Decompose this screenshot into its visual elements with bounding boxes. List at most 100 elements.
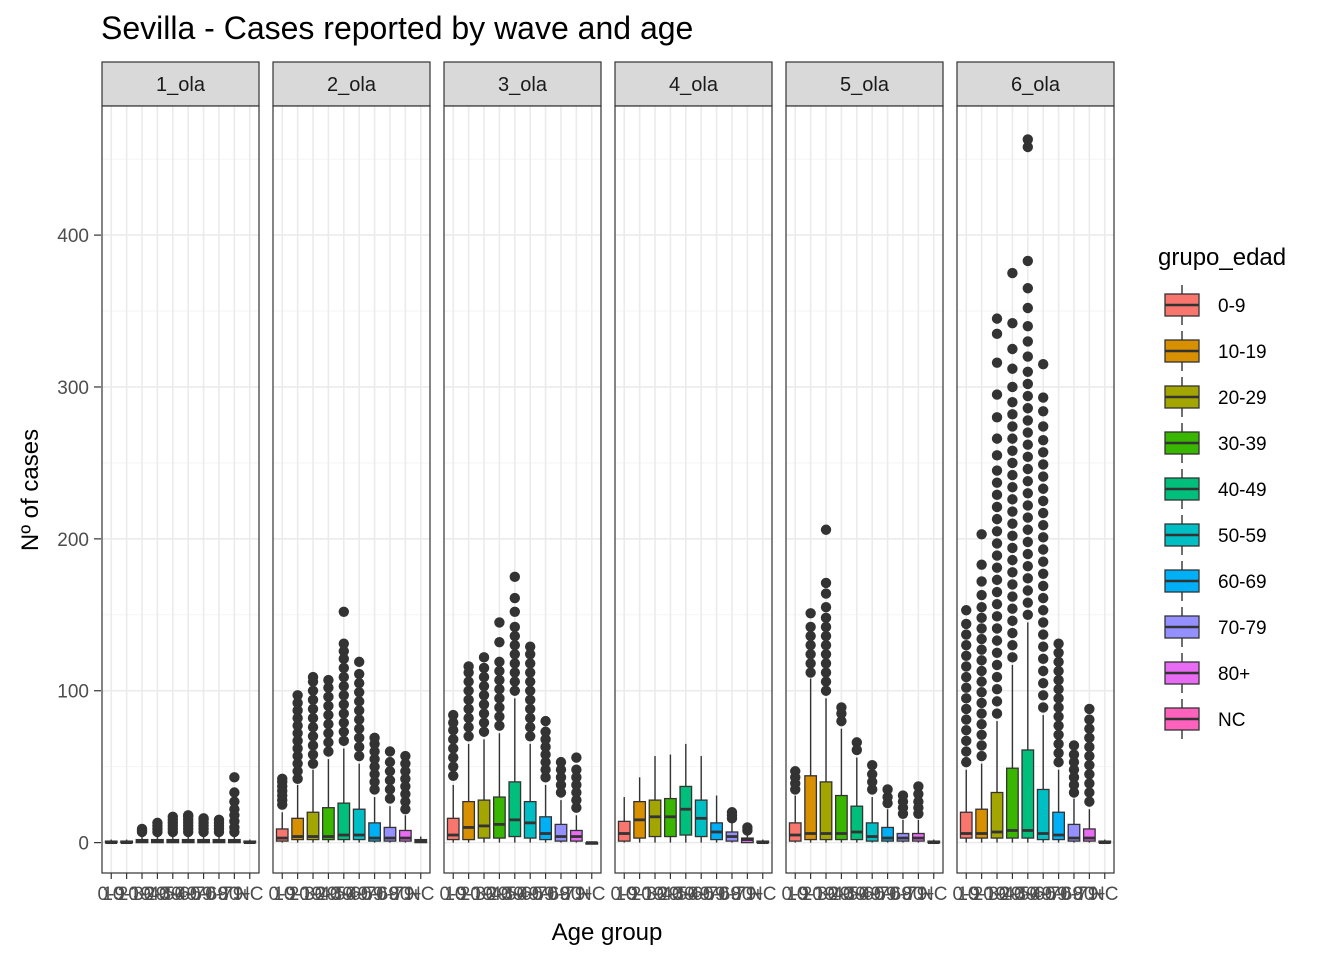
box-60-69 xyxy=(368,732,382,843)
x-tick-label: 0-9 xyxy=(611,884,638,905)
outlier-point xyxy=(494,711,505,722)
outlier-point xyxy=(509,630,521,642)
outlier-point xyxy=(1037,665,1049,677)
outlier-point xyxy=(338,726,350,737)
x-tick-label: 10-19 xyxy=(957,884,1006,905)
box-30-39 xyxy=(834,702,848,843)
outlier-point xyxy=(307,749,319,760)
facet-strip xyxy=(101,61,260,107)
outlier-point xyxy=(866,759,878,771)
outlier-point xyxy=(991,550,1003,561)
outlier-point xyxy=(540,764,551,775)
outlier-point xyxy=(307,740,319,751)
box-20-29 xyxy=(819,524,833,843)
outlier-point xyxy=(369,784,380,795)
outlier-point xyxy=(913,788,924,800)
x-tick-label: 80+ xyxy=(902,884,934,905)
outlier-point xyxy=(991,562,1003,573)
x-tick-label: NC xyxy=(749,884,776,905)
outlier-point xyxy=(1053,684,1064,695)
facet-panel-4_ola: 4_ola 0-910-1920-2930-3940-4950-5960-6970… xyxy=(611,61,776,905)
y-tick-label: 100 xyxy=(57,682,89,703)
box-body xyxy=(834,794,848,841)
x-tick-label: 80+ xyxy=(389,884,421,905)
legend-item-NC: NC xyxy=(1164,699,1245,739)
outlier-point xyxy=(400,773,411,785)
box-body xyxy=(648,799,662,838)
outlier-point xyxy=(323,718,334,730)
outlier-point xyxy=(1022,351,1034,362)
outlier-point xyxy=(478,671,490,683)
outlier-point xyxy=(1037,519,1049,531)
outlier-point xyxy=(353,741,365,753)
outlier-point xyxy=(478,699,490,710)
outlier-point xyxy=(1053,702,1064,713)
outlier-point xyxy=(478,726,490,737)
x-tick-label: 70-79 xyxy=(1050,884,1099,905)
x-tick-label: 30-39 xyxy=(304,884,353,905)
outlier-point xyxy=(1007,433,1018,444)
outlier-point xyxy=(400,750,411,762)
outlier-point xyxy=(524,649,536,660)
outlier-point xyxy=(1007,603,1018,614)
outlier-point xyxy=(991,574,1003,586)
outlier-point xyxy=(509,649,521,660)
outlier-point xyxy=(961,650,972,662)
outlier-point xyxy=(991,412,1003,423)
outlier-point xyxy=(338,606,350,617)
outlier-point xyxy=(1007,343,1018,355)
outlier-point xyxy=(494,693,505,704)
box-body xyxy=(321,807,335,841)
outlier-point xyxy=(991,708,1003,719)
outlier-point xyxy=(509,571,521,583)
box-70-79 xyxy=(554,756,568,843)
outlier-point xyxy=(509,606,521,617)
x-tick-label: NC xyxy=(920,884,947,905)
outlier-point xyxy=(463,712,474,724)
outlier-point xyxy=(1037,532,1049,543)
box-40-49 xyxy=(337,606,351,843)
outlier-point xyxy=(820,685,832,696)
outlier-point xyxy=(820,588,832,599)
outlier-point xyxy=(277,773,288,785)
box-body xyxy=(959,811,973,839)
box-body xyxy=(1036,788,1050,841)
outlier-point xyxy=(1007,267,1018,279)
legend-label: NC xyxy=(1218,710,1245,731)
outlier-point xyxy=(540,772,551,783)
legend-label: 60-69 xyxy=(1218,572,1267,593)
legend-label: 30-39 xyxy=(1218,434,1267,455)
x-tick-label: 20-29 xyxy=(802,884,851,905)
outlier-point xyxy=(1084,787,1095,798)
y-tick-label: 200 xyxy=(57,530,89,551)
box-50-59 xyxy=(1036,358,1050,843)
box-80+ xyxy=(740,822,754,844)
outlier-point xyxy=(790,766,801,777)
outlier-point xyxy=(820,577,832,589)
outlier-point xyxy=(509,658,521,669)
outlier-point xyxy=(820,621,832,633)
x-tick-label: 10-19 xyxy=(786,884,835,905)
legend-item-40-49: 40-49 xyxy=(1164,469,1267,509)
outlier-point xyxy=(1053,729,1064,740)
outlier-point xyxy=(307,712,319,724)
x-tick-label: 70-79 xyxy=(195,884,244,905)
box-body xyxy=(275,828,289,842)
box-10-19 xyxy=(291,690,305,843)
outlier-point xyxy=(292,758,303,769)
outlier-point xyxy=(1037,447,1049,458)
outlier-point xyxy=(292,750,303,762)
outlier-point xyxy=(991,450,1003,461)
x-tick-label: 30-39 xyxy=(646,884,695,905)
outlier-point xyxy=(976,589,987,601)
x-tick-label: 30-39 xyxy=(475,884,524,905)
facet-panel-1_ola: 1_ola 0-910-1920-2930-3940-4950-5960-6970… xyxy=(98,61,263,905)
outlier-point xyxy=(1022,488,1034,499)
outlier-point xyxy=(1007,579,1018,590)
outlier-point xyxy=(229,787,240,798)
outlier-point xyxy=(571,779,582,791)
outlier-point xyxy=(323,691,334,703)
outlier-point xyxy=(307,703,319,715)
outlier-point xyxy=(1007,363,1018,374)
